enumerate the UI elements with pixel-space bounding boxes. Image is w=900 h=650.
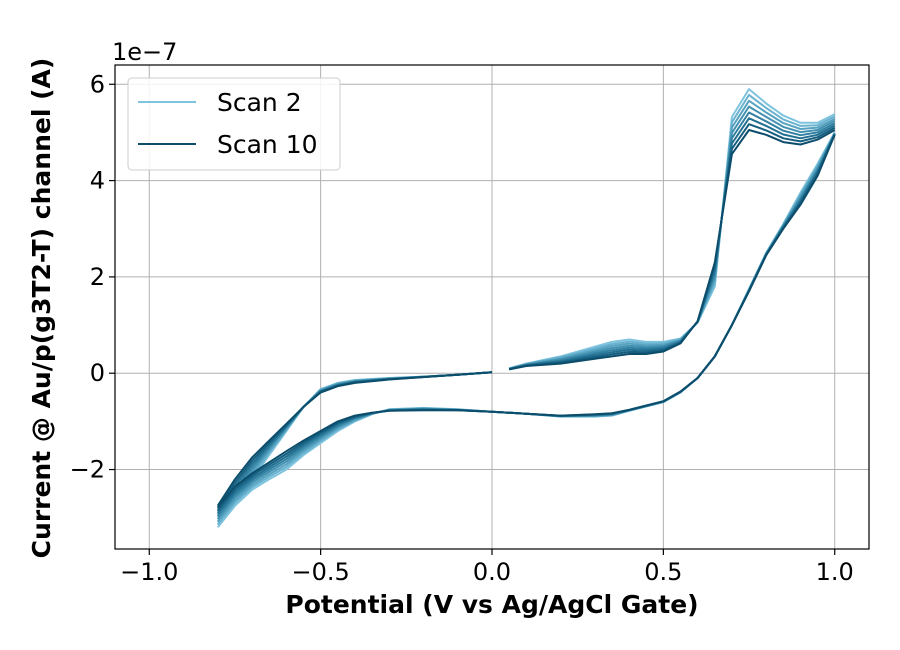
x-tick-label: 0.0 (473, 558, 511, 586)
scan-curves (216, 88, 836, 528)
scan-segment (508, 117, 836, 371)
scan-segment (216, 371, 493, 507)
scan-segment (508, 105, 836, 370)
x-tick-label: −0.5 (291, 558, 349, 586)
scan-curve-5 (216, 111, 836, 517)
y-tick-label: 4 (90, 167, 105, 195)
legend-label: Scan 2 (217, 88, 302, 117)
x-tick-label: 0.5 (644, 558, 682, 586)
scan-curve-8 (216, 129, 836, 508)
scan-segment (217, 134, 836, 511)
scan-segment (217, 371, 493, 526)
scan-segment (217, 134, 836, 508)
scan-segment (217, 131, 836, 528)
scan-segment (217, 371, 493, 523)
scan-segment (216, 371, 493, 520)
x-tick-label: −1.0 (120, 558, 178, 586)
y-axis-label: Current @ Au/p(g3T2-T) channel (A) (27, 58, 56, 559)
scan-segment (216, 371, 493, 512)
legend-label: Scan 10 (217, 130, 318, 159)
x-axis-ticks: −1.0 −0.5 0.0 0.5 1.0 (120, 549, 854, 586)
scan-segment (216, 371, 493, 518)
y-axis-offset-text: 1e−7 (112, 38, 177, 66)
scan-segment (216, 371, 493, 509)
legend: Scan 2 Scan 10 (127, 77, 341, 171)
scan-segment (217, 133, 836, 517)
scan-segment (217, 133, 836, 514)
scan-segment (216, 371, 493, 515)
scan-segment (217, 132, 836, 523)
y-axis-ticks: −2 0 2 4 6 (70, 70, 115, 484)
scan-segment (508, 111, 836, 370)
y-tick-label: 2 (90, 263, 105, 291)
scan-segment (508, 129, 836, 371)
x-tick-label: 1.0 (816, 558, 854, 586)
scan-segment (508, 99, 836, 370)
scan-curve-6 (216, 117, 836, 514)
scan-segment (217, 132, 836, 526)
scan-segment (217, 133, 836, 520)
scan-segment (508, 123, 836, 371)
scan-curve-7 (216, 123, 836, 511)
y-tick-label: 0 (90, 359, 105, 387)
y-tick-label: 6 (90, 70, 105, 98)
x-axis-label: Potential (V vs Ag/AgCl Gate) (285, 590, 698, 619)
y-tick-label: −2 (70, 456, 105, 484)
